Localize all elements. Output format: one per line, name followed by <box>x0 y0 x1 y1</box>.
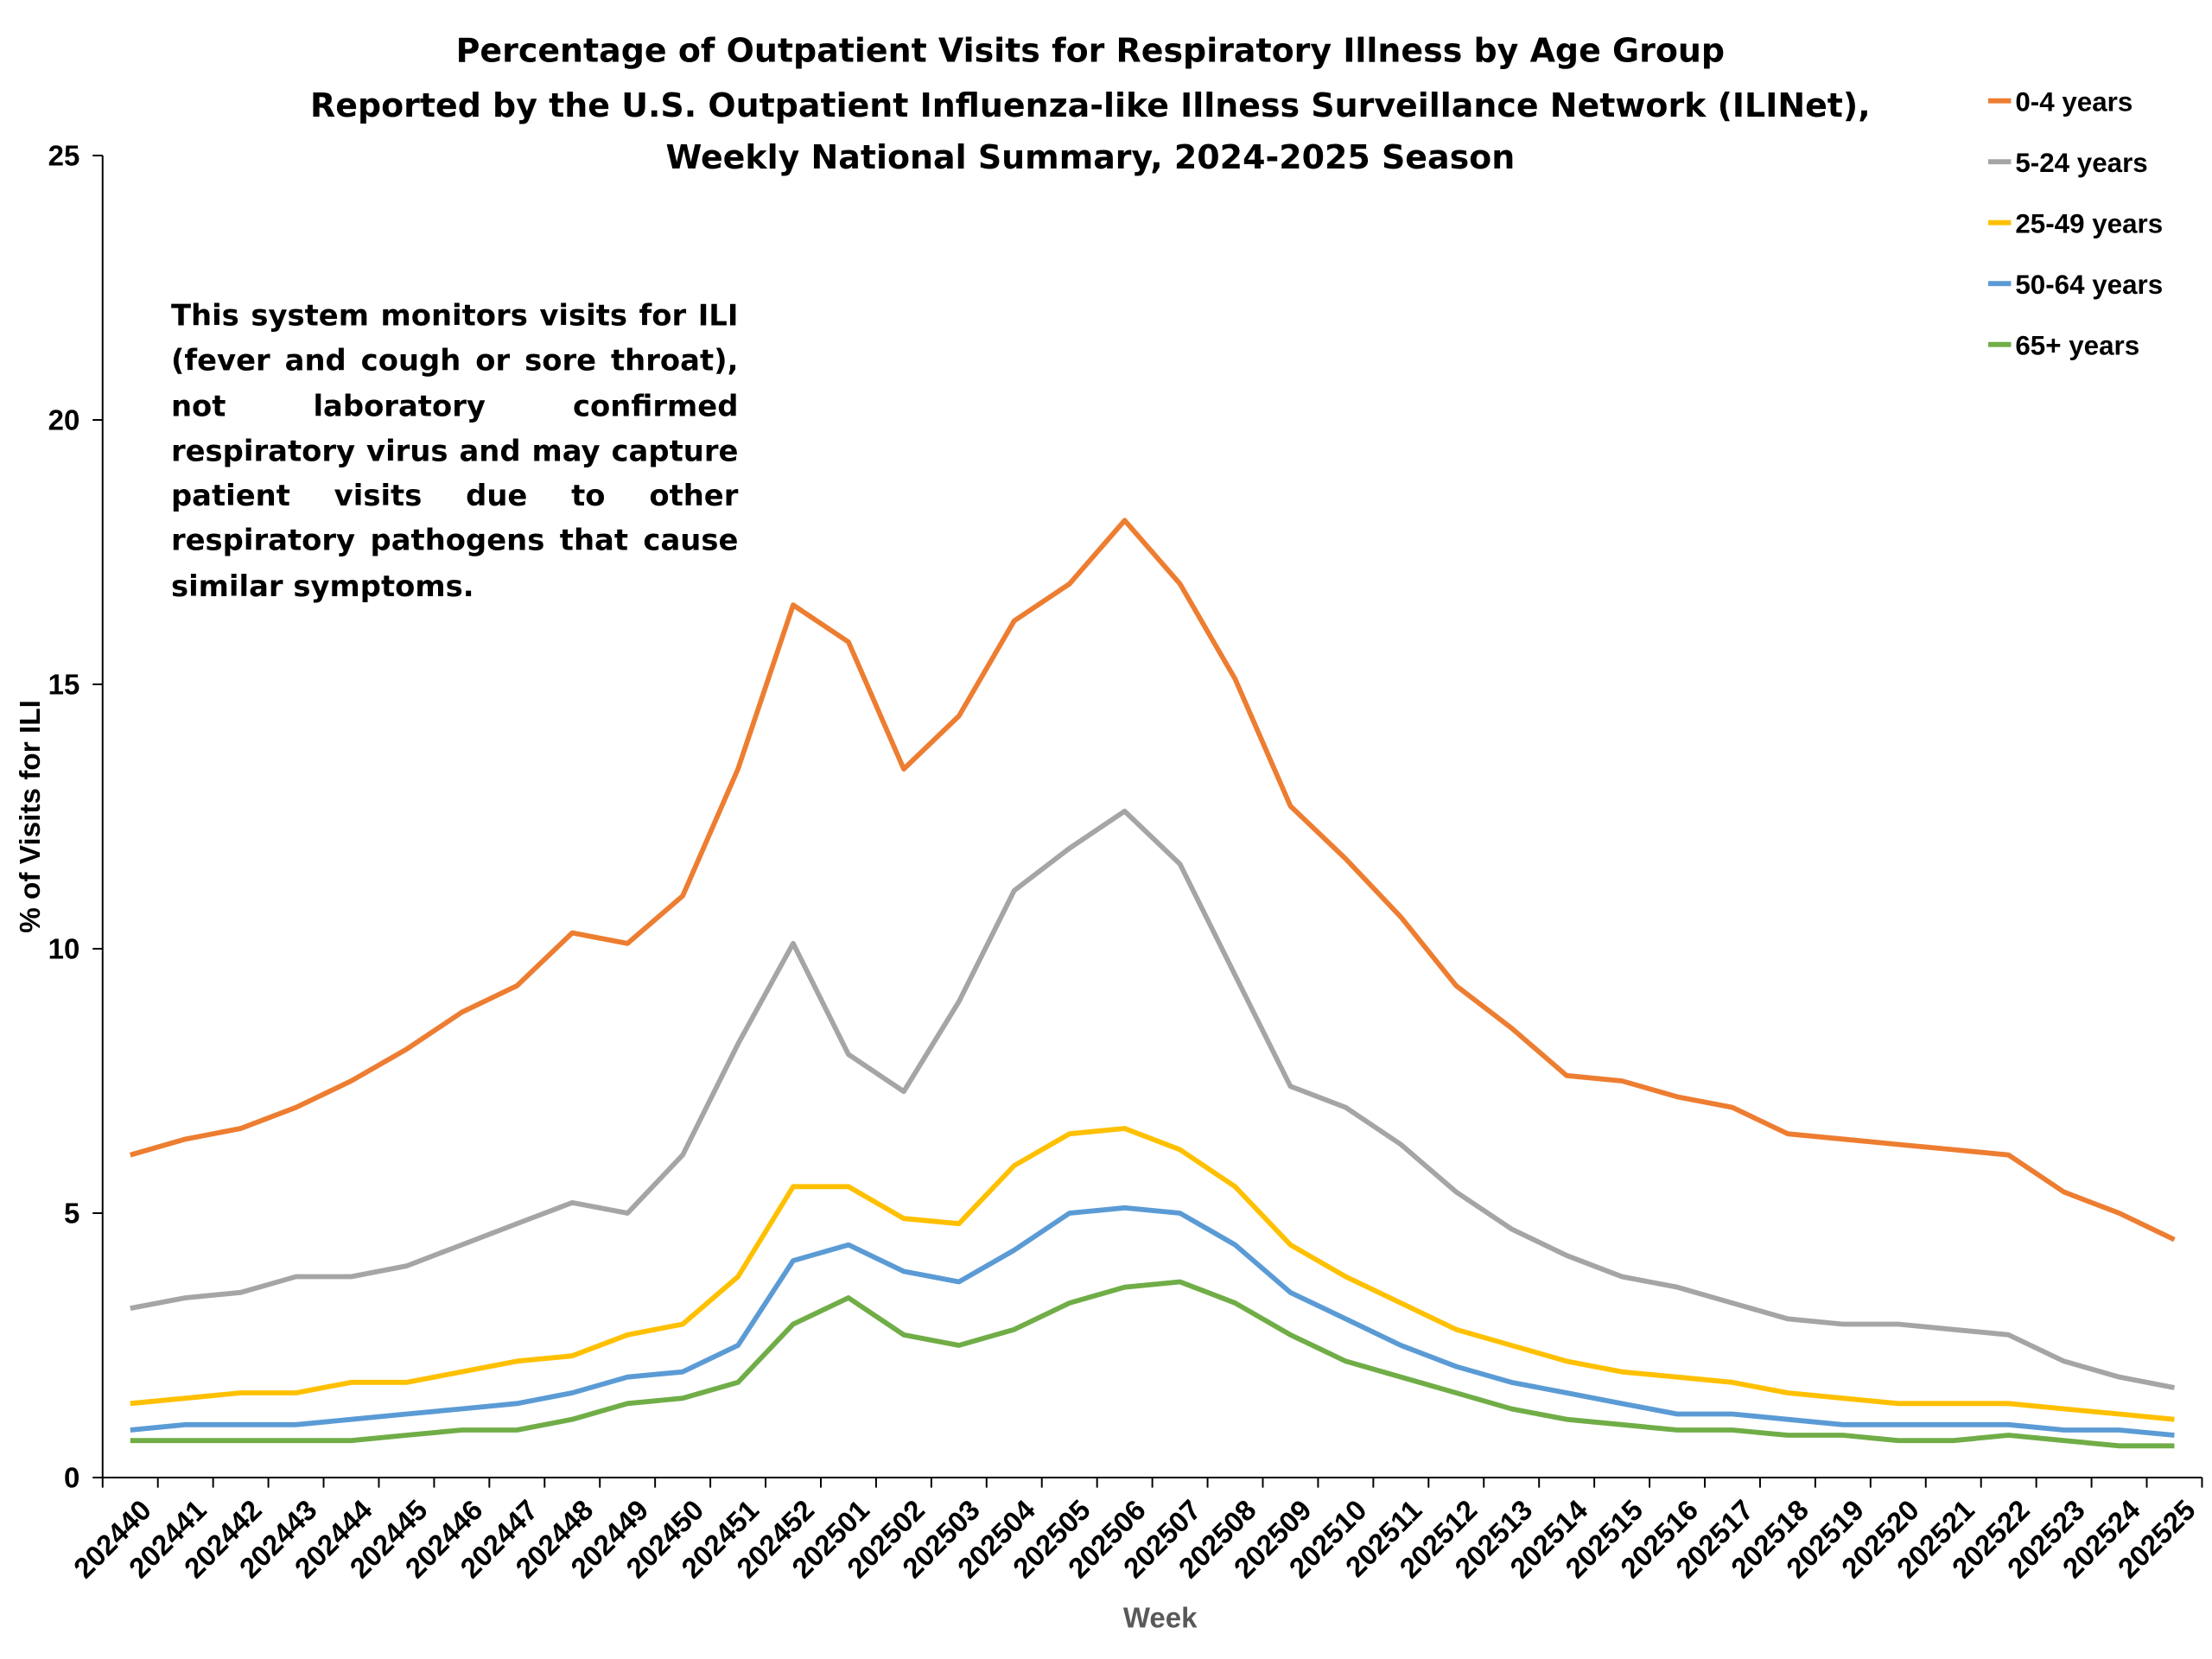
y-tick-label: 20 <box>48 405 80 437</box>
y-axis-label: % of Visits for ILI <box>15 700 47 933</box>
legend-label: 5-24 years <box>2015 147 2147 178</box>
chart-title: Weekly National Summary, 2024-2025 Seaso… <box>665 138 1515 176</box>
series-line <box>130 1279 2175 1449</box>
series-line <box>129 518 2176 1243</box>
y-tick-label: 10 <box>48 934 80 966</box>
annotation-box: This system monitors visits for ILI (fev… <box>170 298 739 603</box>
y-tick-label: 15 <box>48 670 80 702</box>
y-tick-label: 0 <box>64 1463 79 1495</box>
annotation: This system monitors visits for ILI (fev… <box>170 298 739 603</box>
legend-label: 0-4 years <box>2015 86 2133 117</box>
y-tick-label: 5 <box>64 1198 79 1230</box>
chart-title: Reported by the U.S. Outpatient Influenz… <box>310 86 1871 124</box>
chart-title: Percentage of Outpatient Visits for Resp… <box>456 31 1725 69</box>
series-line <box>130 1126 2175 1422</box>
series-line <box>130 808 2175 1390</box>
y-tick-label: 25 <box>48 141 80 173</box>
legend-label: 50-64 years <box>2015 269 2163 300</box>
legend-label: 25-49 years <box>2015 207 2163 238</box>
x-axis-label: Week <box>1123 1602 1198 1634</box>
legend-label: 65+ years <box>2015 329 2139 360</box>
series-line <box>130 1205 2175 1438</box>
